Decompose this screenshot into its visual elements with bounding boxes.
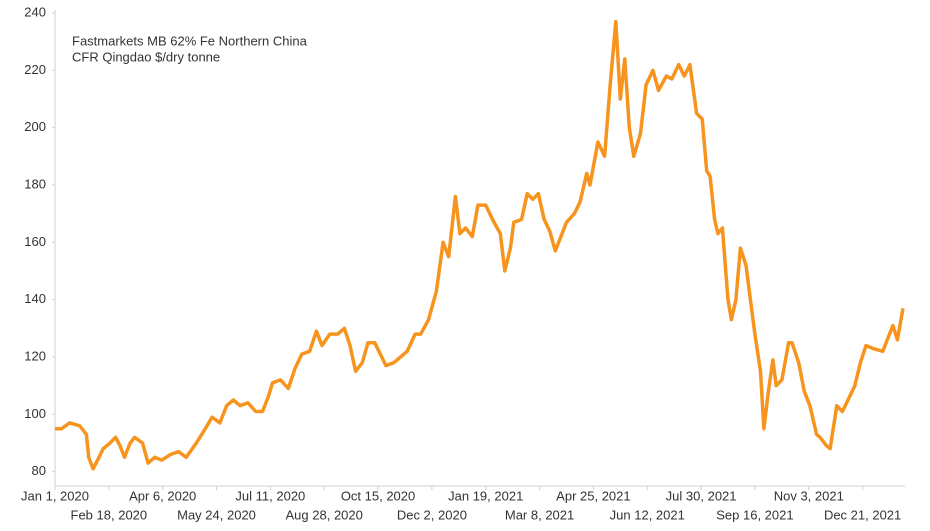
- x-tick-label: Jan 19, 2021: [448, 488, 523, 503]
- y-tick-label: 140: [24, 291, 46, 306]
- x-tick-label: Aug 28, 2020: [286, 507, 363, 522]
- x-tick-label: Dec 21, 2021: [824, 507, 901, 522]
- y-tick-label: 120: [24, 348, 46, 363]
- x-tick-label: Feb 18, 2020: [71, 507, 148, 522]
- y-tick-label: 200: [24, 119, 46, 134]
- y-tick-label: 180: [24, 176, 46, 191]
- x-tick-label: Sep 16, 2021: [716, 507, 793, 522]
- x-tick-label: May 24, 2020: [177, 507, 256, 522]
- annotation: Fastmarkets MB 62% Fe Northern China: [72, 33, 308, 48]
- x-tick-label: Jul 11, 2020: [235, 488, 305, 503]
- x-tick-label: Apr 25, 2021: [556, 488, 630, 503]
- x-tick-label: Dec 2, 2020: [397, 507, 467, 522]
- x-tick-label: Jan 1, 2020: [21, 488, 89, 503]
- x-tick-label: Apr 6, 2020: [129, 488, 196, 503]
- y-tick-label: 160: [24, 234, 46, 249]
- x-tick-label: Jul 30, 2021: [666, 488, 737, 503]
- y-tick-label: 240: [24, 4, 46, 19]
- x-tick-label: Nov 3, 2021: [774, 488, 844, 503]
- annotation: CFR Qingdao $/dry tonne: [72, 49, 220, 64]
- y-tick-label: 80: [32, 463, 46, 478]
- x-tick-label: Mar 8, 2021: [505, 507, 574, 522]
- x-tick-label: Jun 12, 2021: [610, 507, 685, 522]
- y-tick-label: 220: [24, 62, 46, 77]
- price-line: [55, 19, 905, 471]
- x-tick-label: Oct 15, 2020: [341, 488, 415, 503]
- y-tick-label: 100: [24, 406, 46, 421]
